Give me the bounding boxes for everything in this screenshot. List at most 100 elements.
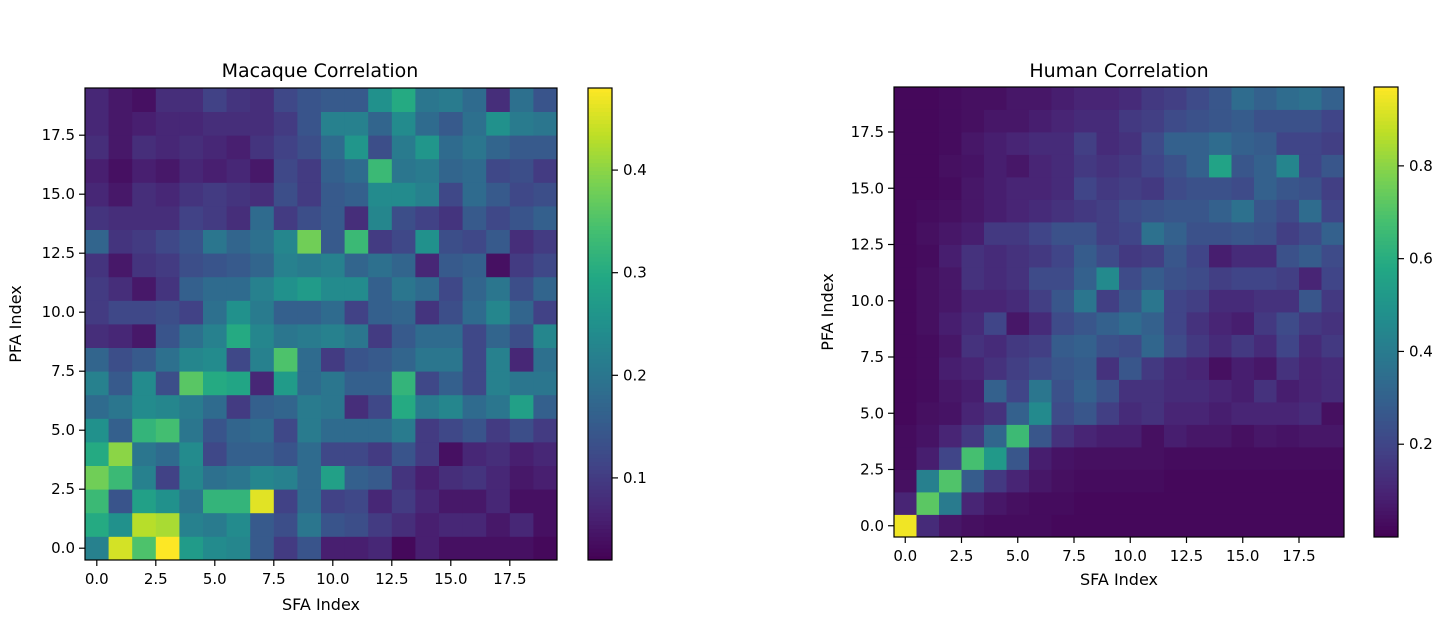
macaque-heatmap-cell [486, 371, 511, 396]
macaque-heatmap-cell [486, 276, 511, 301]
macaque-heatmap-cell [391, 347, 416, 372]
macaque-heatmap-cell [509, 512, 534, 537]
human-heatmap-cell [1276, 222, 1300, 245]
human-heatmap-cell [1119, 109, 1142, 133]
macaque-colorbar-segment [588, 158, 612, 164]
human-heatmap-cell [1006, 244, 1030, 268]
human-colorbar-segment [1374, 237, 1398, 242]
human-colorbar-segment [1374, 248, 1398, 253]
human-heatmap-cell [1119, 222, 1142, 245]
human-heatmap-cell [984, 312, 1007, 335]
macaque-colorbar-segment [588, 127, 612, 132]
human-heatmap-cell [1051, 87, 1075, 110]
macaque-heatmap-cell [250, 88, 275, 112]
human-colorbar-segment [1374, 495, 1398, 500]
human-colorbar-segment [1374, 387, 1398, 392]
macaque-heatmap-cell [509, 371, 534, 396]
macaque-heatmap-cell [486, 111, 511, 136]
macaque-heatmap-cell [321, 442, 345, 466]
human-heatmap-cell [1074, 154, 1097, 178]
human-colorbar-segment [1374, 473, 1398, 478]
macaque-heatmap-cell [273, 300, 298, 325]
human-heatmap-cell [1209, 469, 1232, 493]
macaque-heatmap-cell [533, 536, 558, 561]
human-heatmap-cell [1006, 154, 1030, 178]
human-heatmap-cell [1074, 424, 1097, 448]
human-heatmap-cell [1006, 222, 1030, 245]
macaque-heatmap-cell [368, 229, 393, 254]
human-heatmap-cell [1254, 222, 1277, 245]
macaque-heatmap-cell [203, 300, 227, 325]
human-heatmap-cell [1074, 289, 1097, 313]
macaque-heatmap-cell [533, 276, 558, 301]
macaque-colorbar-segment [588, 390, 612, 396]
human-heatmap-cell [1141, 199, 1165, 223]
macaque-heatmap-panel: Macaque Correlation 0.0 2.5 5.0 7.5 10.0 12.5… [6, 60, 647, 614]
macaque-heatmap-cell [155, 182, 180, 207]
macaque-heatmap-cell [155, 465, 180, 490]
macaque-heatmap-cell [179, 536, 204, 561]
human-heatmap-cell [1209, 109, 1232, 133]
human-x-tick-label: 2.5 [950, 547, 974, 565]
human-heatmap-cell [939, 424, 962, 448]
macaque-heatmap-cell [155, 489, 180, 514]
human-heatmap-cell [939, 379, 962, 403]
human-heatmap-cell [894, 177, 917, 200]
human-heatmap-cell [1006, 87, 1030, 110]
macaque-heatmap-cell [344, 88, 369, 112]
macaque-colorbar-segment [588, 178, 612, 183]
macaque-colorbar-segment [588, 434, 612, 439]
macaque-heatmap-cell [226, 182, 251, 207]
human-heatmap-cell [1254, 492, 1277, 515]
macaque-x-tick-label: 12.5 [375, 570, 408, 588]
human-heatmap-cell [1209, 402, 1232, 425]
macaque-colorbar-segment [588, 402, 612, 408]
human-heatmap-cell [1006, 109, 1030, 133]
human-heatmap-cell [939, 469, 962, 493]
human-heatmap-cell [961, 244, 985, 268]
macaque-heatmap-cell [273, 347, 298, 372]
human-heatmap-cell [1321, 312, 1345, 335]
macaque-colorbar-segment [588, 280, 612, 286]
macaque-heatmap-cell [415, 300, 440, 325]
human-heatmap-cell [1119, 334, 1142, 358]
macaque-heatmap-cell [297, 489, 322, 514]
human-colorbar-segment [1374, 308, 1398, 313]
macaque-heatmap-cell [462, 182, 487, 207]
macaque-colorbar-segment [588, 103, 612, 109]
human-heatmap-cell [1186, 379, 1210, 403]
macaque-colorbar-segment [588, 442, 612, 447]
human-heatmap-cell [1299, 87, 1322, 110]
human-heatmap-cell [1006, 424, 1030, 448]
human-heatmap-cell [984, 267, 1007, 290]
macaque-heatmap-cell [108, 135, 133, 160]
human-heatmap-cell [1231, 424, 1255, 448]
macaque-heatmap-cell [462, 371, 487, 396]
human-heatmap-cell [1209, 199, 1232, 223]
macaque-heatmap-cell [155, 206, 180, 230]
human-colorbar-segment [1374, 480, 1398, 485]
macaque-heatmap-cell [509, 394, 534, 419]
macaque-heatmap-cell [85, 182, 109, 207]
human-colorbar-segment [1374, 327, 1398, 332]
macaque-heatmap-cell [250, 300, 275, 325]
human-colorbar-segment [1374, 143, 1398, 148]
human-heatmap-cell [916, 312, 940, 335]
human-colorbar-segment [1374, 402, 1398, 407]
macaque-colorbar-segment [588, 512, 612, 518]
macaque-heatmap-cell [321, 512, 345, 537]
human-y-tick-label: 12.5 [851, 236, 884, 254]
macaque-y-ticks: 0.0 2.5 5.0 7.5 10.0 12.5 15.0 17.5 [42, 126, 85, 557]
human-heatmap-cell [961, 357, 985, 380]
macaque-heatmap-cell [439, 206, 463, 230]
macaque-heatmap-cell [462, 206, 487, 230]
human-colorbar-segment [1374, 420, 1398, 425]
macaque-heatmap-cell [509, 489, 534, 514]
macaque-colorbar-segment [588, 556, 612, 561]
macaque-heatmap-cell [203, 371, 227, 396]
human-heatmap-cell [1074, 132, 1097, 155]
human-heatmap-cell [961, 334, 985, 358]
human-heatmap-cell [1029, 289, 1052, 313]
human-heatmap-cell [1231, 289, 1255, 313]
macaque-heatmap-cell [155, 418, 180, 443]
